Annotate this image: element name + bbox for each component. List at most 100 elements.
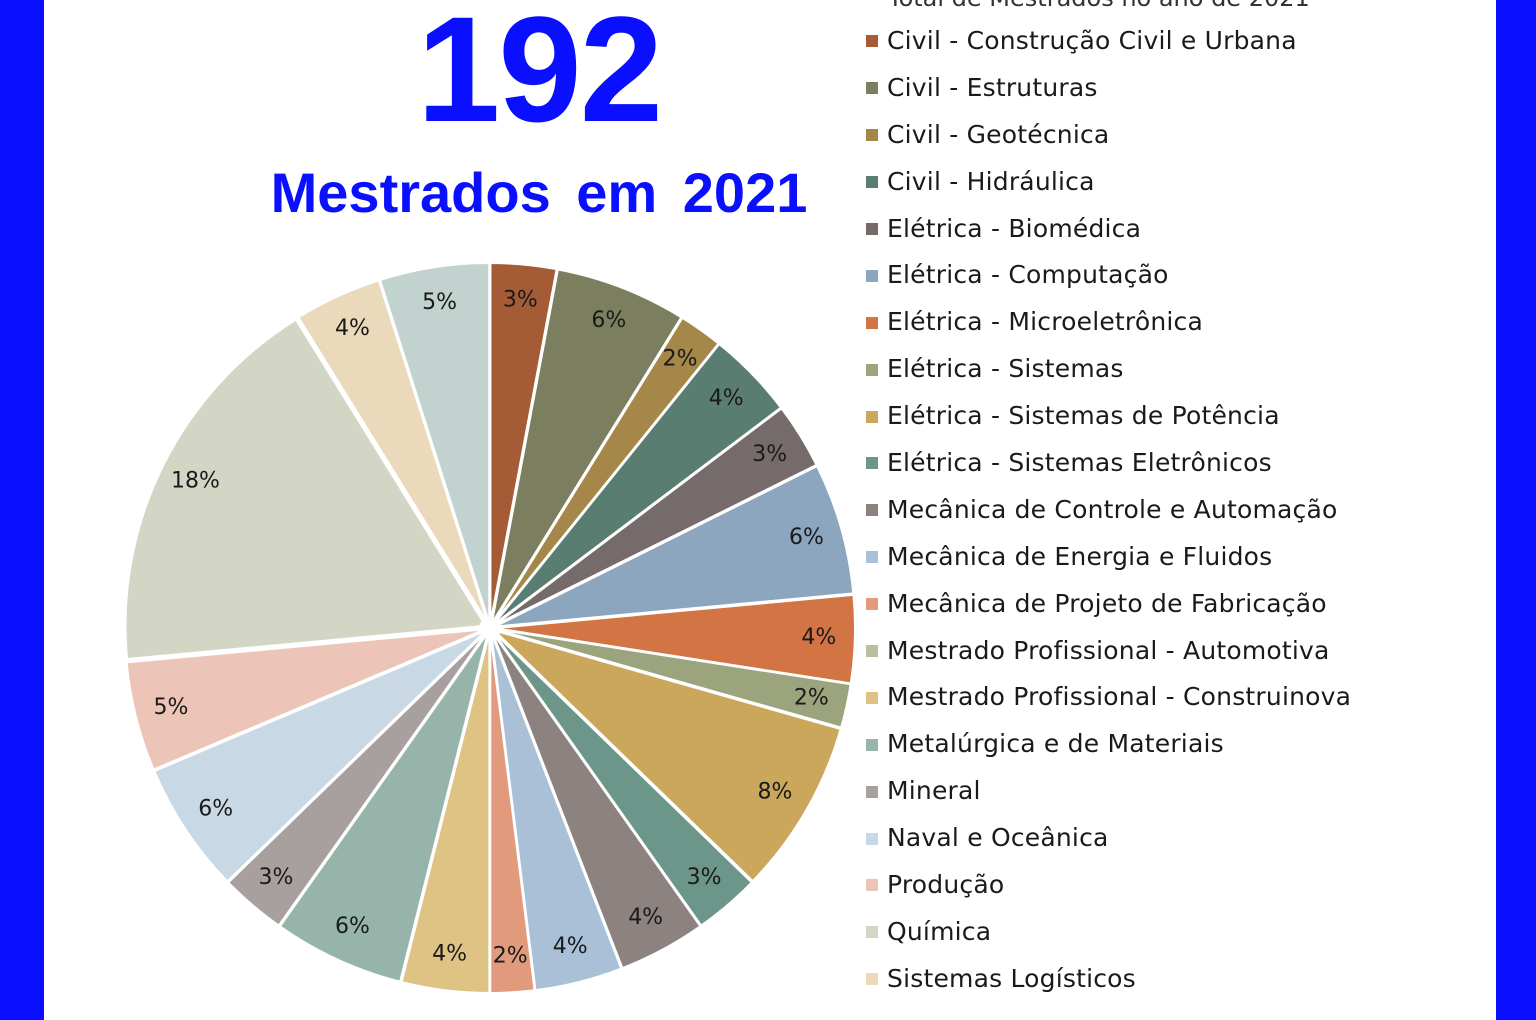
legend-label: Civil - Estruturas <box>887 72 1098 102</box>
pie-slice <box>493 407 818 627</box>
pie-data-label: 2% <box>493 943 528 968</box>
legend-label: Mineral <box>887 776 981 806</box>
chart-legend: Total de Mestrados no ano de 2021 Civil … <box>866 0 1486 1003</box>
legend-swatch <box>866 785 878 798</box>
legend-swatch <box>866 129 878 142</box>
legend-item: Mestrado Profissional - Construinova <box>866 674 1486 721</box>
legend-swatch <box>866 176 878 189</box>
legend-swatch <box>866 926 878 939</box>
legend-item: Elétrica - Sistemas Eletrônicos <box>866 440 1486 487</box>
legend-item: Elétrica - Sistemas de Potência <box>866 393 1486 440</box>
legend-label: Metalúrgica e de Materiais <box>887 729 1224 759</box>
legend-swatch <box>866 269 878 282</box>
pie-slice <box>124 318 488 661</box>
legend-label: Sistemas Logísticos <box>887 963 1136 993</box>
pie-data-label: 4% <box>432 942 467 967</box>
legend-swatch <box>866 35 878 48</box>
legend-label: Mecânica de Energia e Fluidos <box>887 541 1273 571</box>
legend-item: Produção <box>866 862 1486 909</box>
legend-label: Elétrica - Sistemas de Potência <box>887 401 1280 431</box>
legend-item: Química <box>866 909 1486 956</box>
legend-swatch <box>866 363 878 376</box>
legend-label: Elétrica - Computação <box>887 260 1169 290</box>
legend-item: Mecânica de Projeto de Fabricação <box>866 581 1486 628</box>
pie-data-label: 3% <box>752 442 787 467</box>
pie-slice <box>297 279 489 624</box>
pie-data-label: 5% <box>153 695 188 720</box>
pie-data-label: 4% <box>709 386 744 411</box>
pie-slice <box>400 632 491 994</box>
pie-data-label: 8% <box>757 780 792 805</box>
pie-data-label: 4% <box>335 316 370 341</box>
pie-data-labels: 3% 6% 2% 4% 3% 6% 4% 2% 8% 3% 4% 4% 2% 4% 6% 3% 6% 5% 18% 4… <box>153 287 836 968</box>
legend-item: Civil - Estruturas <box>866 65 1486 112</box>
pie-slice <box>278 631 489 983</box>
legend-swatch <box>866 598 878 611</box>
legend-label: Naval e Oceânica <box>887 823 1109 853</box>
legend-item: Civil - Geotécnica <box>866 112 1486 159</box>
legend-label: Civil - Geotécnica <box>887 119 1110 149</box>
legend-item: Elétrica - Microeletrônica <box>866 299 1486 346</box>
legend-swatch <box>866 551 878 564</box>
legend-label: Produção <box>887 870 1005 900</box>
legend-label: Civil - Construção Civil e Urbana <box>887 26 1297 55</box>
chart-panel: 192 Mestrados em 2021 3% 6% 2% 4% 3% 6% 4% 2% 8%… <box>44 0 1496 1020</box>
pie-data-label: 4% <box>628 905 663 930</box>
pie-data-label: 6% <box>335 914 370 939</box>
pie-slice <box>490 268 683 624</box>
legend-items: Civil - Construção Civil e Urbana Civil -… <box>866 18 1486 1003</box>
legend-swatch <box>866 645 878 658</box>
pie-data-label: 18% <box>171 468 220 493</box>
pie-data-label: 3% <box>503 287 538 312</box>
pie-slice <box>125 628 486 771</box>
legend-item: Elétrica - Biomédica <box>866 206 1486 253</box>
legend-label: Mestrado Profissional - Automotiva <box>887 635 1330 665</box>
legend-item: Sistemas Logísticos <box>866 956 1486 1003</box>
pie-slice <box>489 262 558 624</box>
pie-slice <box>494 464 855 628</box>
pie-slice <box>378 262 491 624</box>
pie-slice <box>491 631 702 970</box>
legend-label: Mecânica de Projeto de Fabricação <box>887 588 1327 618</box>
legend-item: Metalúrgica e de Materiais <box>866 721 1486 768</box>
pie-data-label: 2% <box>663 346 698 371</box>
pie-slice <box>152 629 487 883</box>
pie-data-label: 6% <box>591 308 626 333</box>
pie-slice <box>226 631 488 928</box>
pie-slice <box>492 342 783 626</box>
legend-item: Mecânica de Controle e Automação <box>866 487 1486 534</box>
legend-swatch <box>866 832 878 845</box>
legend-item: Elétrica - Computação <box>866 252 1486 299</box>
legend-swatch <box>866 82 878 95</box>
legend-item: Mecânica de Energia e Fluidos <box>866 534 1486 581</box>
legend-label: Mecânica de Controle e Automação <box>887 494 1338 524</box>
legend-label: Elétrica - Sistemas Eletrônicos <box>887 448 1272 478</box>
legend-label: Química <box>887 916 992 946</box>
legend-swatch <box>866 879 878 892</box>
legend-item: Mineral <box>866 768 1486 815</box>
legend-item: Mestrado Profissional - Automotiva <box>866 628 1486 675</box>
chart-subtitle: Mestrados em 2021 <box>270 161 808 224</box>
legend-swatch <box>866 691 878 704</box>
pie-center-hole <box>479 617 501 639</box>
legend-label: Mestrado Profissional - Construinova <box>887 682 1352 712</box>
pie-slice <box>493 629 842 883</box>
legend-swatch <box>866 316 878 329</box>
legend-swatch <box>866 457 878 470</box>
pie-slice <box>492 631 754 928</box>
legend-label: Elétrica - Sistemas <box>887 354 1124 384</box>
pie-data-label: 2% <box>794 685 829 710</box>
legend-item: Elétrica - Sistemas <box>866 346 1486 393</box>
legend-swatch <box>866 738 878 751</box>
pie-chart: 3% 6% 2% 4% 3% 6% 4% 2% 8% 3% 4% 4% 2% 4% 6% 3% 6% 5% 18% 4… <box>124 262 856 994</box>
pie-data-label: 6% <box>789 525 824 550</box>
legend-label: Elétrica - Microeletrônica <box>887 307 1204 337</box>
pie-data-label: 4% <box>801 625 836 650</box>
legend-swatch <box>866 410 878 423</box>
pie-slices <box>124 262 856 994</box>
pie-data-label: 5% <box>422 290 457 315</box>
pie-slice <box>494 628 852 729</box>
legend-label: Civil - Hidráulica <box>887 166 1095 196</box>
legend-item: Civil - Construção Civil e Urbana <box>866 18 1486 65</box>
legend-swatch <box>866 223 878 235</box>
